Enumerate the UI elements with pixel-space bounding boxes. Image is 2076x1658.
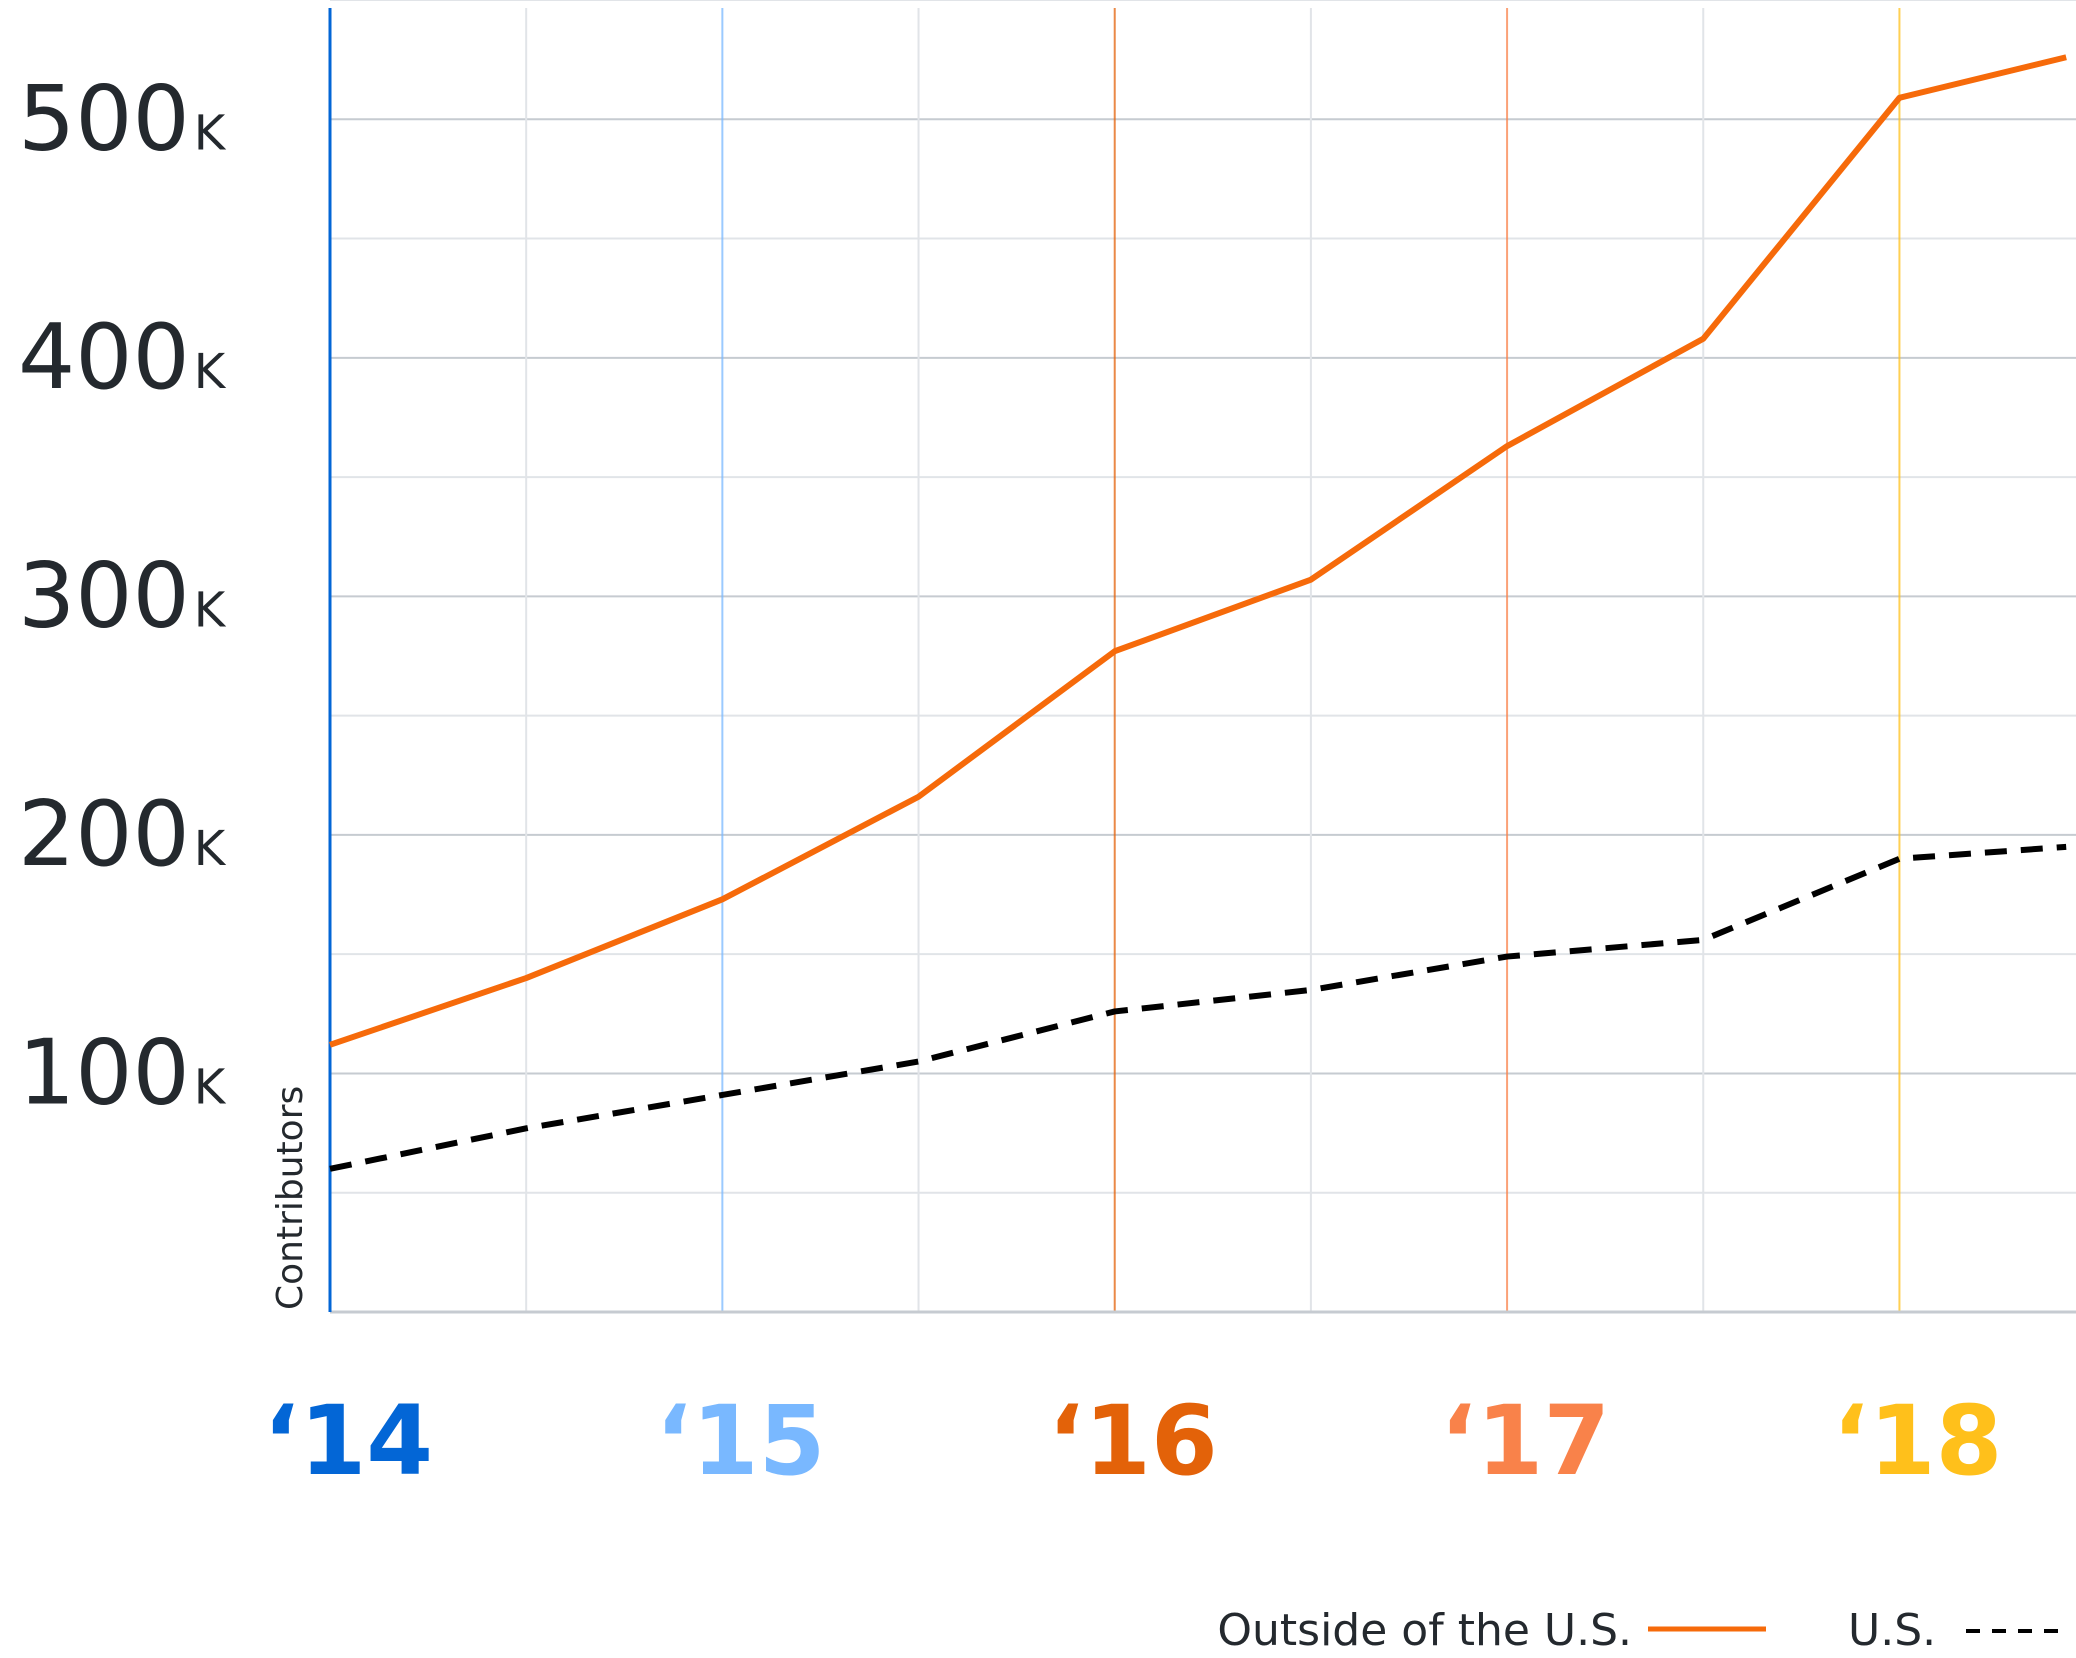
y-tick-label: 100K — [18, 1020, 227, 1125]
y-tick-label: 400K — [18, 305, 227, 410]
axes — [328, 8, 2076, 1314]
x-tick-label: ‘18 — [1832, 1385, 2002, 1497]
grid — [330, 0, 2076, 1194]
series-lines — [329, 54, 2067, 1172]
y-tick-labels: 100K 200K 300K 400K 500K — [18, 66, 227, 1125]
x-tick-label: ‘16 — [1048, 1385, 1218, 1497]
x-tick-label: ‘14 — [263, 1385, 433, 1497]
series-line — [329, 54, 2067, 1048]
x-tick-labels: ‘14 ‘15 ‘16 ‘17 ‘18 — [263, 1385, 2003, 1497]
y-tick-label: 300K — [18, 543, 227, 648]
legend-label: Outside of the U.S. — [1217, 1605, 1632, 1656]
legend: Outside of the U.S. U.S. — [1217, 1605, 2070, 1656]
x-tick-label: ‘17 — [1440, 1385, 1610, 1497]
x-tick-label: ‘15 — [655, 1385, 825, 1497]
y-axis-label: Contributors — [270, 1086, 311, 1310]
legend-label: U.S. — [1848, 1605, 1936, 1656]
y-tick-label: 500K — [18, 66, 227, 171]
y-tick-label: 200K — [18, 782, 227, 887]
year-gridlines — [525, 8, 1901, 1312]
series-line — [329, 843, 2067, 1172]
